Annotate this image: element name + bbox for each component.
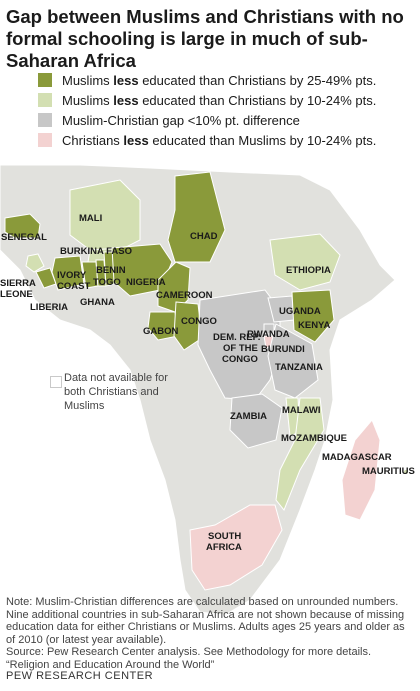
label-drc-3: CONGO	[222, 354, 258, 365]
legend-swatch-light-green	[38, 93, 52, 107]
chart-title: Gap between Muslims and Christians with …	[6, 6, 404, 71]
label-ivory-coast-1: IVORY	[57, 270, 87, 281]
label-zambia: ZAMBIA	[230, 411, 267, 422]
label-malawi: MALAWI	[282, 405, 321, 416]
region-ethiopia	[269, 233, 341, 291]
region-kenya	[291, 289, 335, 343]
region-senegal	[4, 213, 41, 239]
label-sierra-leone-2: LEONE	[0, 289, 33, 300]
footer-brand: PEW RESEARCH CENTER	[6, 670, 154, 682]
legend-swatch-gray	[38, 113, 52, 127]
label-uganda: UGANDA	[279, 306, 321, 317]
label-ethiopia: ETHIOPIA	[286, 265, 331, 276]
label-liberia: LIBERIA	[30, 302, 68, 313]
note-line: education data for either Christians or …	[6, 621, 405, 633]
region-sierra-leone	[25, 253, 45, 273]
label-ivory-coast-2: COAST	[57, 281, 90, 292]
region-gabon	[147, 311, 179, 341]
region-mali	[69, 179, 141, 251]
region-madagascar	[341, 419, 381, 521]
region-mozambique	[275, 397, 325, 511]
note-line: Nine additional countries in sub-Saharan…	[6, 608, 405, 621]
no-data-label: Data not available for both Christians a…	[64, 372, 168, 412]
legend-label: Muslims less educated than Christians by…	[62, 72, 377, 88]
legend-label: Muslims less educated than Christians by…	[62, 92, 377, 108]
label-drc-1: DEM. REP.	[213, 332, 260, 343]
label-mauritius: MAURITIUS	[362, 466, 415, 477]
label-burkina-faso: BURKINA FASO	[60, 246, 132, 257]
africa-map: MALI SENEGAL BURKINA FASO CHAD BENIN NIG…	[0, 164, 415, 616]
label-senegal: SENEGAL	[1, 232, 47, 243]
label-gabon: GABON	[143, 326, 179, 337]
source-line: Source: Pew Research Center analysis. Se…	[6, 646, 372, 658]
region-zambia	[229, 393, 283, 449]
region-cameroon	[157, 261, 191, 313]
label-chad: CHAD	[190, 231, 218, 242]
legend-item-christians-less: Christians less educated than Muslims by…	[38, 130, 418, 150]
label-madagascar: MADAGASCAR	[322, 452, 392, 463]
label-south-africa-2: AFRICA	[206, 542, 242, 553]
label-mozambique: MOZAMBIQUE	[281, 433, 347, 444]
label-tanzania: TANZANIA	[275, 362, 323, 373]
label-congo: CONGO	[181, 316, 217, 327]
label-rwanda: RWANDA	[247, 329, 290, 340]
no-data-swatch	[50, 376, 62, 388]
label-kenya: KENYA	[298, 320, 331, 331]
region-south-africa	[189, 504, 283, 591]
region-mauritius	[404, 470, 408, 474]
legend-item-25-49: Muslims less educated than Christians by…	[38, 70, 418, 90]
source-title: “Religion and Education Around the World…	[6, 658, 215, 671]
legend-item-under-10: Muslim-Christian gap <10% pt. difference	[38, 110, 418, 130]
note-line: Note: Muslim-Christian differences are c…	[6, 596, 399, 608]
region-benin	[103, 251, 115, 287]
label-drc-2: OF THE	[223, 343, 258, 354]
label-burundi: BURUNDI	[261, 344, 305, 355]
label-cameroon: CAMEROON	[156, 290, 213, 301]
region-chad	[167, 171, 226, 263]
legend-item-10-24: Muslims less educated than Christians by…	[38, 90, 418, 110]
region-congo	[173, 301, 203, 351]
legend-swatch-dark-green	[38, 73, 52, 87]
label-sierra-leone-1: SIERRA	[0, 278, 36, 289]
notes: Note: Muslim-Christian differences are c…	[6, 596, 416, 671]
legend: Muslims less educated than Christians by…	[38, 70, 418, 150]
label-mali: MALI	[79, 213, 102, 224]
label-togo: TOGO	[93, 277, 121, 288]
label-nigeria: NIGERIA	[126, 277, 166, 288]
legend-label: Muslim-Christian gap <10% pt. difference	[62, 112, 300, 128]
note-line: of 2010 (or latest year available).	[6, 633, 167, 646]
label-benin: BENIN	[96, 265, 126, 276]
region-ivory-coast	[51, 255, 85, 291]
label-south-africa-1: SOUTH	[208, 531, 241, 542]
label-ghana: GHANA	[80, 297, 115, 308]
legend-swatch-pink	[38, 133, 52, 147]
legend-label: Christians less educated than Muslims by…	[62, 132, 377, 148]
